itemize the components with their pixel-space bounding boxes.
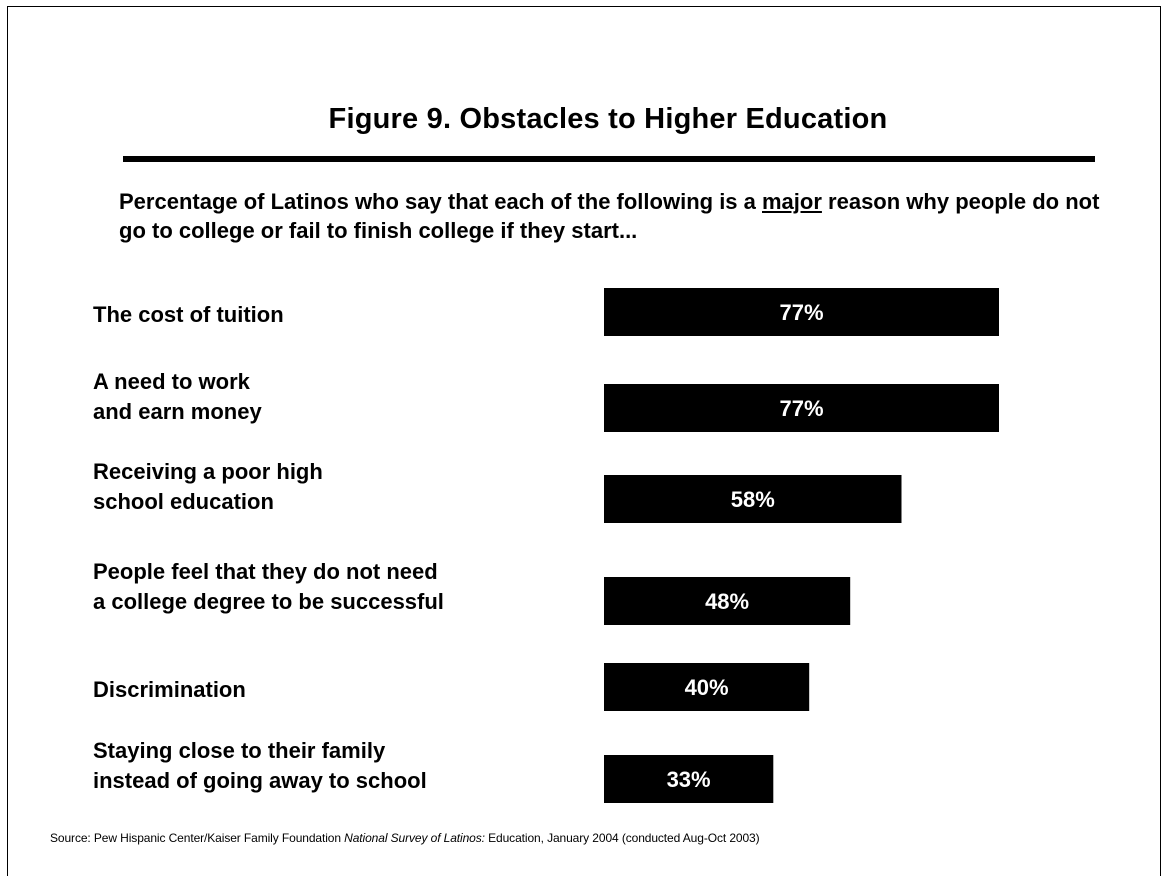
title-divider [123, 156, 1095, 162]
category-label-0: The cost of tuition [93, 300, 284, 330]
bar-value-label-3: 48% [705, 589, 749, 614]
chart-title: Figure 9. Obstacles to Higher Education [328, 103, 888, 135]
slide-frame [7, 6, 1161, 876]
bar-value-label-0: 77% [779, 300, 823, 325]
chart-subtitle: Percentage of Latinos who say that each … [119, 187, 1119, 245]
category-label-5-line-1: instead of going away to school [93, 768, 427, 793]
bar-2 [604, 475, 902, 523]
category-label-2-line-0: Receiving a poor high [93, 459, 323, 484]
bar-5 [604, 755, 774, 803]
bar-4 [604, 663, 810, 711]
bar-value-label-5: 33% [667, 767, 711, 792]
source-note: Source: Pew Hispanic Center/Kaiser Famil… [50, 831, 760, 845]
category-label-4-line-0: Discrimination [93, 677, 246, 702]
category-label-5: Staying close to their family instead of… [93, 736, 427, 796]
category-label-2-line-1: school education [93, 489, 274, 514]
subtitle-emphasis: major [762, 189, 822, 214]
source-prefix: Source: Pew Hispanic Center/Kaiser Famil… [50, 831, 345, 845]
category-label-3-line-0: People feel that they do not need [93, 559, 438, 584]
bar-1 [604, 384, 999, 432]
category-label-3: People feel that they do not need a coll… [93, 557, 444, 617]
bar-value-label-1: 77% [779, 396, 823, 421]
category-label-0-line-0: The cost of tuition [93, 302, 284, 327]
category-label-1: A need to work and earn money [93, 367, 262, 427]
subtitle-text-before: Percentage of Latinos who say that each … [119, 189, 762, 214]
bar-0 [604, 288, 999, 336]
category-label-1-line-1: and earn money [93, 399, 262, 424]
bar-value-label-4: 40% [685, 675, 729, 700]
source-suffix: Education, January 2004 (conducted Aug-O… [484, 831, 760, 845]
category-label-4: Discrimination [93, 675, 246, 705]
source-survey-name: National Survey of Latinos: [344, 831, 485, 845]
category-label-2: Receiving a poor high school education [93, 457, 323, 517]
subtitle-text-after: reason why people do not go to college o… [119, 189, 1100, 243]
category-label-1-line-0: A need to work [93, 369, 250, 394]
bar-value-label-2: 58% [731, 487, 775, 512]
category-label-5-line-0: Staying close to their family [93, 738, 386, 763]
category-label-3-line-1: a college degree to be successful [93, 589, 444, 614]
bar-3 [604, 577, 851, 625]
